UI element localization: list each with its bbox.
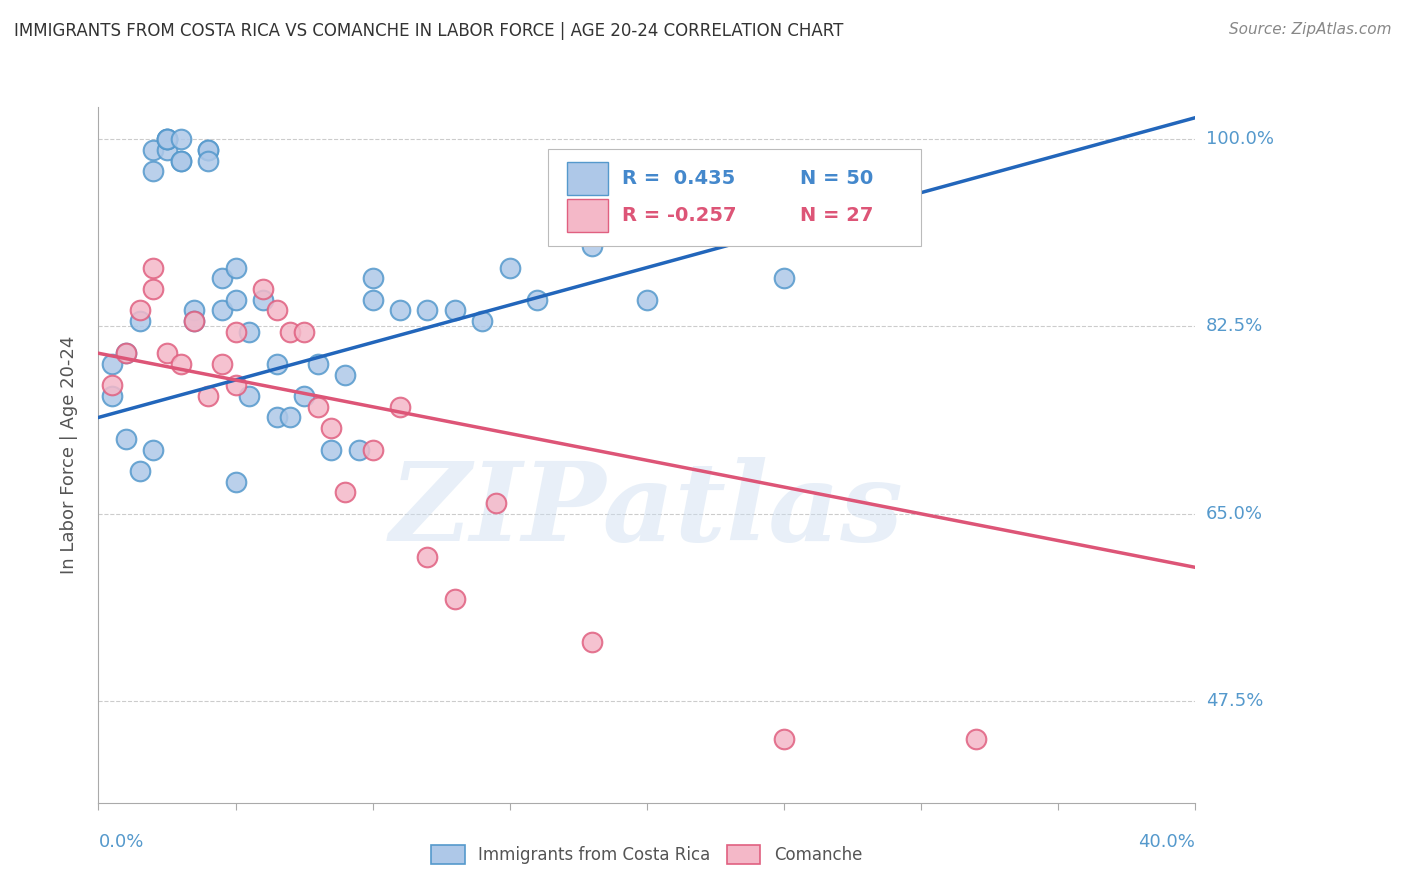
- Point: [361, 442, 384, 457]
- Point: [225, 293, 247, 307]
- Point: [266, 410, 288, 425]
- Point: [142, 260, 165, 275]
- Point: [225, 325, 247, 339]
- Point: [252, 282, 274, 296]
- Text: 47.5%: 47.5%: [1206, 692, 1264, 710]
- Point: [266, 303, 288, 318]
- Point: [292, 325, 315, 339]
- Point: [197, 143, 219, 157]
- Point: [335, 368, 357, 382]
- Point: [526, 293, 548, 307]
- Point: [197, 389, 219, 403]
- Point: [183, 314, 205, 328]
- Point: [115, 346, 138, 360]
- Point: [388, 303, 412, 318]
- Point: [142, 164, 165, 178]
- Point: [252, 293, 274, 307]
- Bar: [567, 162, 609, 195]
- Point: [581, 635, 603, 649]
- Legend: Immigrants from Costa Rica, Comanche: Immigrants from Costa Rica, Comanche: [432, 845, 862, 864]
- Point: [170, 132, 193, 146]
- Point: [211, 303, 233, 318]
- Point: [211, 357, 233, 371]
- Point: [485, 496, 508, 510]
- Point: [690, 218, 713, 232]
- Point: [388, 400, 412, 414]
- Point: [115, 432, 138, 446]
- Point: [211, 271, 233, 285]
- Text: 65.0%: 65.0%: [1206, 505, 1263, 523]
- Point: [156, 143, 179, 157]
- Point: [361, 293, 384, 307]
- Point: [101, 357, 124, 371]
- Text: N = 50: N = 50: [800, 169, 873, 188]
- Point: [225, 475, 247, 489]
- Point: [965, 731, 987, 746]
- Y-axis label: In Labor Force | Age 20-24: In Labor Force | Age 20-24: [59, 335, 77, 574]
- Point: [266, 357, 288, 371]
- Point: [142, 442, 165, 457]
- Point: [280, 325, 302, 339]
- Point: [238, 389, 260, 403]
- Point: [347, 442, 370, 457]
- Point: [416, 549, 439, 564]
- Point: [321, 421, 343, 435]
- Point: [170, 153, 193, 168]
- Point: [128, 303, 150, 318]
- Point: [156, 132, 179, 146]
- Point: [773, 271, 796, 285]
- Point: [444, 592, 467, 607]
- Point: [280, 410, 302, 425]
- Point: [183, 303, 205, 318]
- Point: [444, 303, 467, 318]
- Point: [156, 132, 179, 146]
- Point: [581, 239, 603, 253]
- Text: ZIPatlas: ZIPatlas: [389, 457, 904, 565]
- Point: [292, 389, 315, 403]
- Point: [115, 346, 138, 360]
- Text: R = -0.257: R = -0.257: [621, 206, 735, 225]
- Point: [855, 186, 877, 200]
- Point: [183, 314, 205, 328]
- Point: [142, 143, 165, 157]
- Point: [156, 346, 179, 360]
- Point: [225, 260, 247, 275]
- Point: [416, 303, 439, 318]
- Text: 100.0%: 100.0%: [1206, 130, 1274, 148]
- Text: N = 27: N = 27: [800, 206, 873, 225]
- Point: [636, 293, 658, 307]
- Point: [156, 132, 179, 146]
- Point: [101, 389, 124, 403]
- Point: [499, 260, 522, 275]
- Point: [128, 464, 150, 478]
- Text: R =  0.435: R = 0.435: [621, 169, 735, 188]
- Point: [225, 378, 247, 392]
- FancyBboxPatch shape: [548, 149, 921, 246]
- Text: Source: ZipAtlas.com: Source: ZipAtlas.com: [1229, 22, 1392, 37]
- Point: [361, 271, 384, 285]
- Point: [307, 400, 329, 414]
- Bar: [567, 199, 609, 232]
- Point: [238, 325, 260, 339]
- Point: [101, 378, 124, 392]
- Point: [142, 282, 165, 296]
- Point: [197, 153, 219, 168]
- Text: 0.0%: 0.0%: [98, 833, 143, 851]
- Text: 82.5%: 82.5%: [1206, 318, 1264, 335]
- Point: [773, 731, 796, 746]
- Point: [197, 143, 219, 157]
- Point: [170, 153, 193, 168]
- Point: [335, 485, 357, 500]
- Point: [471, 314, 494, 328]
- Point: [307, 357, 329, 371]
- Point: [170, 357, 193, 371]
- Point: [128, 314, 150, 328]
- Point: [321, 442, 343, 457]
- Text: IMMIGRANTS FROM COSTA RICA VS COMANCHE IN LABOR FORCE | AGE 20-24 CORRELATION CH: IMMIGRANTS FROM COSTA RICA VS COMANCHE I…: [14, 22, 844, 40]
- Text: 40.0%: 40.0%: [1139, 833, 1195, 851]
